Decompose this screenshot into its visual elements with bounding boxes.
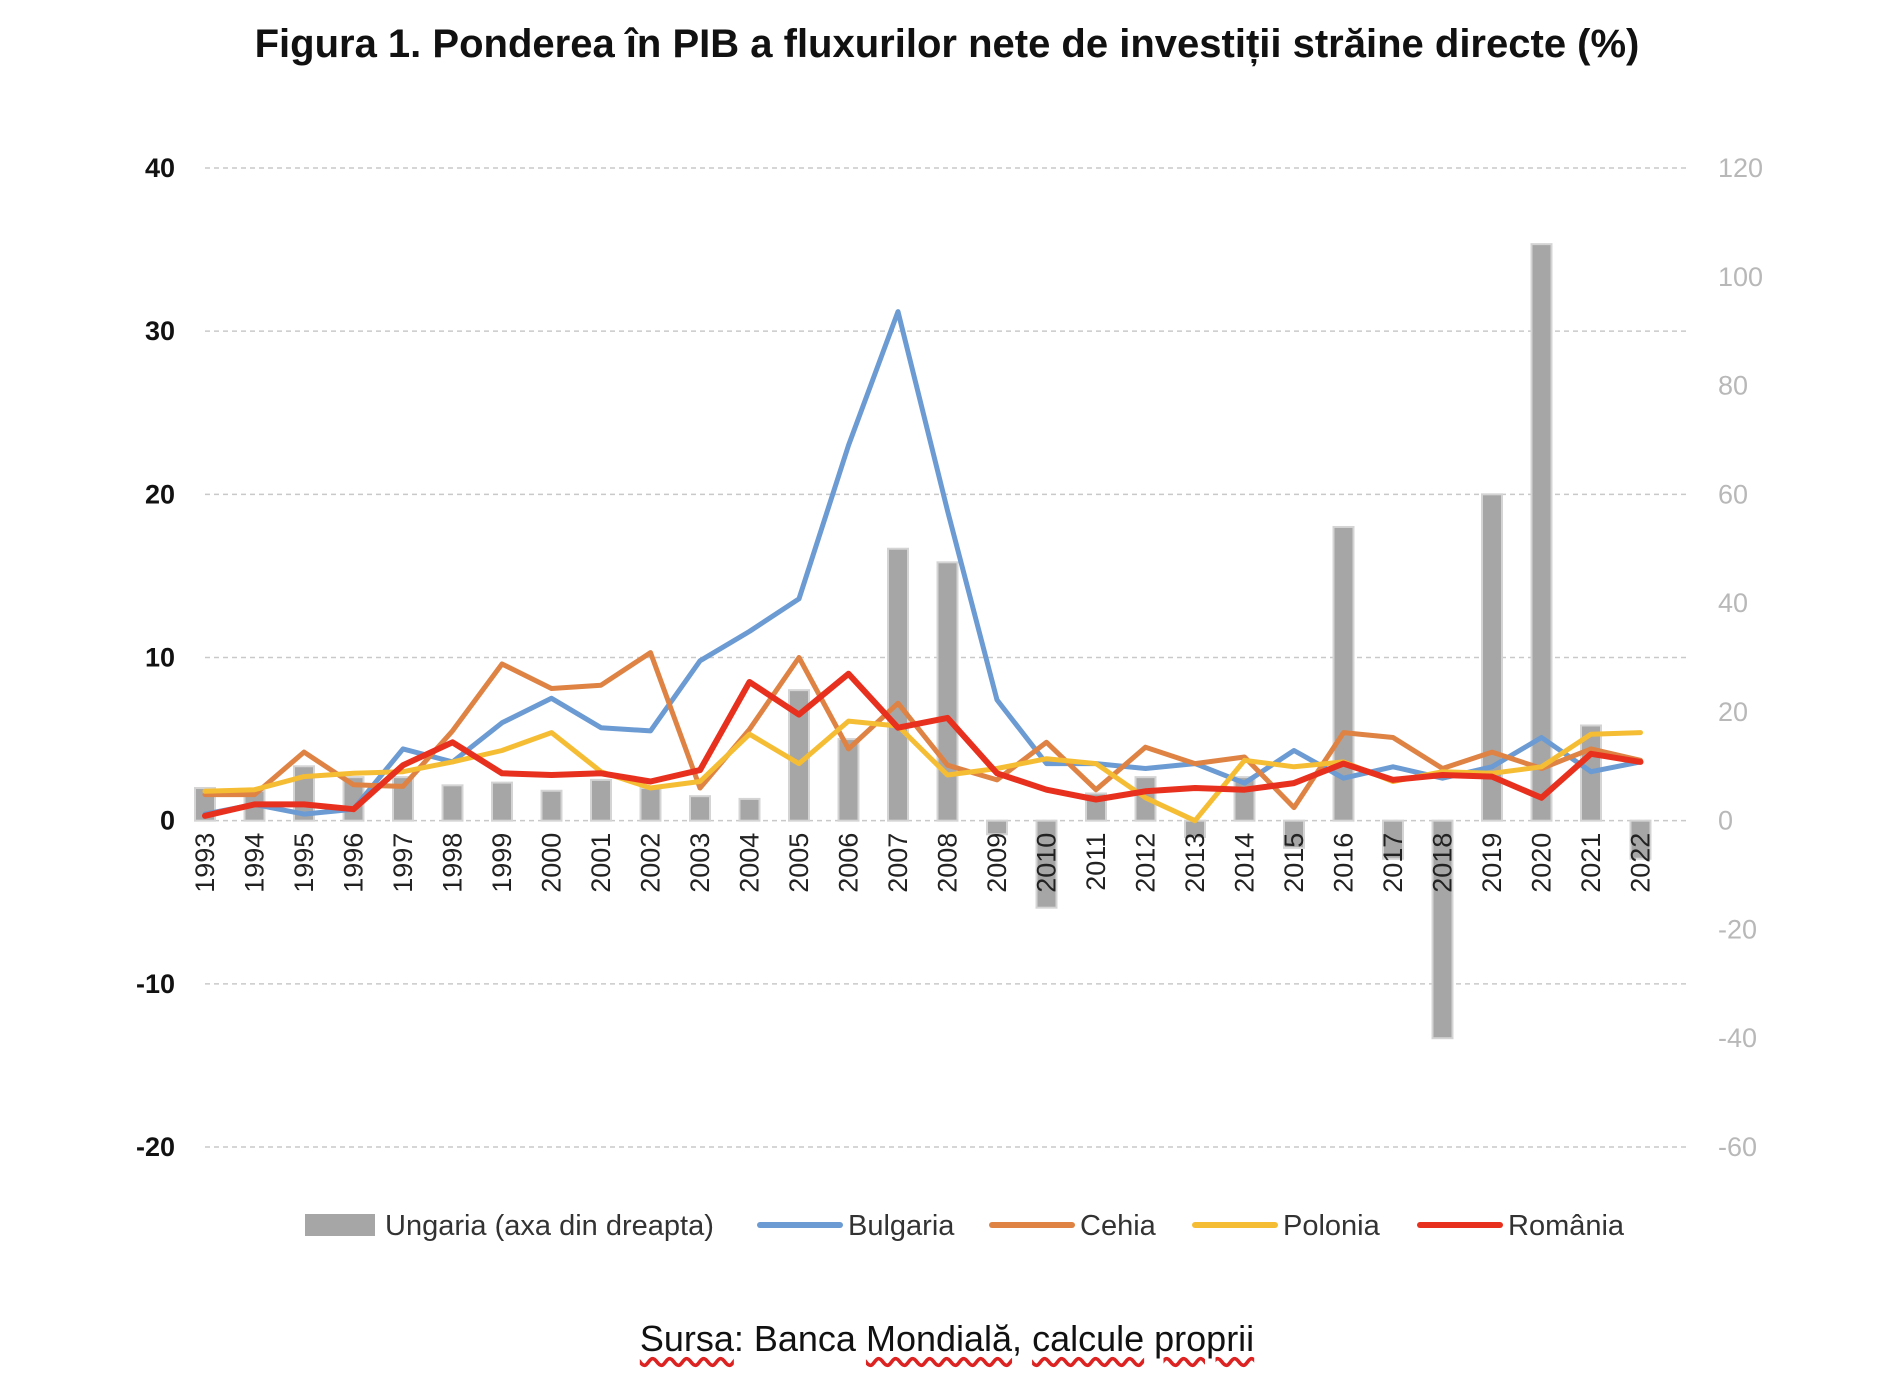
right-axis-tick-label: 80 [1718, 371, 1748, 401]
source-space [1144, 1318, 1154, 1359]
x-axis-tick-label: 2016 [1329, 833, 1359, 893]
x-axis-tick-label: 1999 [487, 833, 517, 893]
bar-ungaria [1530, 243, 1553, 822]
legend-item: Cehia [989, 1210, 1157, 1242]
x-axis-tick-label: 2001 [586, 833, 616, 893]
right-y-axis: -60 -40 -20 0 20 40 60 80 100 120 [1718, 153, 1763, 1162]
bar-ungaria [936, 561, 959, 822]
bar-ungaria [1035, 819, 1058, 909]
right-axis-tick-label: -20 [1718, 914, 1757, 944]
right-axis-tick-label: 40 [1718, 588, 1748, 618]
right-axis-tick-label: -60 [1718, 1132, 1757, 1162]
line-series-group [202, 309, 1644, 824]
x-axis-tick-label: 1994 [240, 833, 270, 893]
right-axis-tick-label: -40 [1718, 1023, 1757, 1053]
x-axis-tick-label: 2013 [1180, 833, 1210, 893]
x-axis-tick-label: 2012 [1131, 833, 1161, 893]
bar-series-ungaria [194, 243, 1652, 1040]
source-comma: , [1012, 1318, 1033, 1359]
x-axis-tick-label: 2022 [1626, 833, 1656, 893]
source-tail-a: calcule [1032, 1318, 1145, 1359]
legend-item: Ungaria (axa din dreapta) [305, 1210, 714, 1242]
bar-ungaria [590, 778, 612, 822]
bar-ungaria [738, 797, 761, 822]
left-axis-tick-label: 0 [160, 806, 175, 836]
legend-label: Ungaria (axa din dreapta) [385, 1210, 714, 1242]
legend-label: Polonia [1283, 1210, 1381, 1242]
line-rom-nia [202, 670, 1644, 819]
right-axis-tick-label: 60 [1718, 479, 1748, 509]
left-axis-tick-label: 20 [145, 479, 175, 509]
right-axis-tick-label: 20 [1718, 697, 1748, 727]
legend-swatch [305, 1214, 375, 1236]
x-axis-tick-label: 2003 [685, 833, 715, 893]
legend-item: România [1417, 1210, 1625, 1242]
left-axis-tick-label: 40 [145, 153, 175, 183]
right-axis-tick-label: 120 [1718, 153, 1763, 183]
legend-label: Cehia [1080, 1210, 1157, 1242]
bar-ungaria [1382, 819, 1404, 860]
bar-ungaria [639, 787, 662, 822]
x-axis-tick-label: 2006 [834, 833, 864, 893]
line-cehia [202, 650, 1643, 811]
x-axis-tick-labels: 1993 1994 1995 1996 1997 1998 1999 2000 2001 2002… [190, 833, 1656, 893]
left-axis-tick-label: 30 [145, 316, 175, 346]
x-axis-tick-label: 2005 [784, 833, 814, 893]
left-y-axis: -20 -10 0 10 20 30 40 [136, 153, 175, 1162]
chart-title: Figura 1. Ponderea în PIB a fluxurilor n… [254, 22, 1640, 66]
x-axis-tick-label: 2004 [735, 833, 765, 893]
bar-ungaria [887, 547, 909, 822]
x-axis-tick-label: 2021 [1576, 833, 1606, 893]
bar-ungaria [1629, 819, 1652, 860]
bar-ungaria [540, 789, 563, 822]
line-bulgaria [202, 309, 1643, 817]
x-axis-tick-label: 2017 [1378, 833, 1408, 893]
x-axis-tick-label: 1995 [289, 833, 319, 893]
x-axis-tick-label: 2009 [982, 833, 1012, 893]
bar-ungaria [1481, 493, 1503, 822]
x-axis-tick-label: 2000 [537, 833, 567, 893]
legend: Ungaria (axa din dreapta) Bulgaria Cehia Po… [305, 1210, 1625, 1242]
bar-ungaria [441, 784, 464, 822]
legend-item: Bulgaria [757, 1210, 955, 1242]
x-axis-tick-label: 2020 [1527, 833, 1557, 893]
source-note: Sursa: Banca Mondială, calcule proprii [0, 1318, 1894, 1360]
legend-label: România [1508, 1210, 1625, 1242]
x-axis-tick-label: 1993 [190, 833, 220, 893]
x-axis-tick-label: 2007 [883, 833, 913, 893]
source-tail-b: proprii [1154, 1318, 1255, 1359]
x-axis-tick-label: 2010 [1032, 833, 1062, 893]
source-prefix: Sursa [639, 1318, 734, 1359]
x-axis-tick-label: 2014 [1230, 833, 1260, 893]
x-axis-tick-label: 2015 [1279, 833, 1309, 893]
bar-ungaria [1332, 525, 1355, 822]
left-axis-tick-label: -20 [136, 1132, 175, 1162]
x-axis-tick-label: 2008 [933, 833, 963, 893]
bar-ungaria [986, 819, 1008, 836]
left-axis-tick-label: 10 [145, 643, 175, 673]
left-axis-tick-label: -10 [136, 969, 175, 999]
x-axis-tick-label: 1996 [339, 833, 369, 893]
bar-ungaria [1431, 819, 1454, 1040]
x-axis-tick-label: 2018 [1428, 833, 1458, 893]
x-axis-tick-label: 2002 [636, 833, 666, 893]
bar-ungaria [689, 795, 711, 822]
right-axis-tick-label: 0 [1718, 806, 1733, 836]
bar-ungaria [491, 781, 513, 822]
x-axis-tick-label: 1998 [438, 833, 468, 893]
source-separator: : [733, 1318, 754, 1359]
right-axis-tick-label: 100 [1718, 262, 1763, 292]
x-axis-tick-label: 1997 [388, 833, 418, 893]
source-middle: Banca [753, 1318, 866, 1359]
x-axis-tick-label: 2011 [1081, 833, 1111, 891]
legend-label: Bulgaria [848, 1210, 955, 1242]
source-underlined-word: Mondială [865, 1318, 1013, 1359]
legend-item: Polonia [1192, 1210, 1381, 1242]
bar-ungaria [1283, 819, 1305, 849]
x-axis-tick-label: 2019 [1477, 833, 1507, 893]
bar-ungaria [837, 738, 860, 822]
